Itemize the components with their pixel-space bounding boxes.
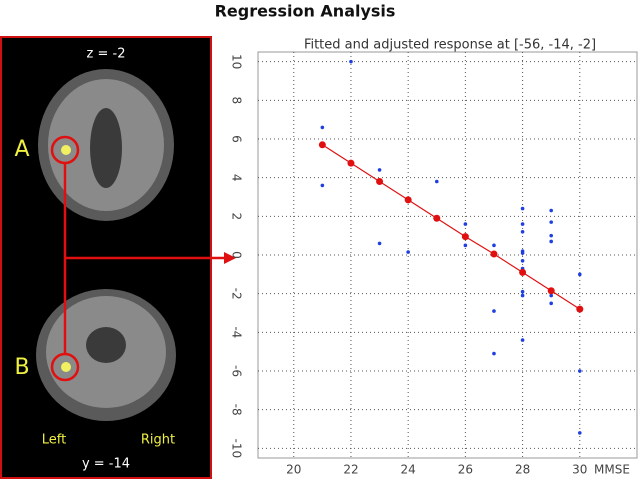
brain-panel: z = -2 A B Left Right y = -14 [0, 36, 236, 479]
data-point [406, 250, 410, 254]
y-tick-label: -10 [230, 439, 244, 459]
data-point [549, 239, 553, 244]
data-point [492, 309, 496, 313]
x-tick-label: 20 [286, 463, 301, 477]
coronal-label: y = -14 [82, 457, 130, 472]
y-tick-label: -6 [230, 365, 244, 377]
coronal-ventricle [86, 327, 126, 363]
fit-line [322, 144, 581, 310]
fit-point [576, 305, 584, 313]
axial-ventricle [90, 108, 122, 188]
fit-point [433, 214, 441, 222]
right-label: Right [141, 433, 175, 448]
data-point [520, 251, 525, 255]
data-point [320, 183, 325, 188]
data-point [520, 338, 525, 342]
y-tick-label: 10 [230, 54, 244, 69]
left-label: Left [42, 433, 66, 448]
activation-blob [61, 145, 71, 155]
data-point [520, 206, 525, 211]
data-point [492, 243, 496, 248]
activation-blob [61, 362, 71, 372]
fit-point [547, 287, 555, 295]
chart-title: Fitted and adjusted response at [-56, -1… [304, 38, 596, 53]
x-axis-label: MMSE [594, 463, 630, 477]
data-point [492, 351, 496, 356]
marker-a: A [14, 137, 29, 162]
data-point [577, 431, 582, 435]
data-point [549, 301, 553, 306]
y-tick-label: 4 [230, 174, 244, 182]
data-point [577, 369, 582, 373]
fit-point [490, 250, 498, 258]
data-point [434, 179, 439, 184]
x-tick-label: 28 [515, 463, 530, 477]
marker-b: B [14, 355, 29, 380]
data-point [549, 220, 553, 224]
axial-label: z = -2 [87, 47, 126, 62]
data-point [320, 125, 325, 130]
data-point [577, 272, 582, 277]
y-tick-label: -2 [230, 288, 244, 300]
figure-title: Regression Analysis [215, 2, 396, 21]
data-point [520, 259, 525, 263]
data-point [520, 230, 525, 234]
data-point [520, 293, 525, 298]
y-tick-label: 2 [230, 213, 244, 221]
fit-point [347, 159, 355, 167]
y-tick-label: 0 [230, 251, 244, 259]
arrow-head [224, 252, 236, 264]
data-point [549, 293, 553, 298]
data-point [377, 168, 382, 172]
x-tick-label: 30 [572, 463, 587, 477]
y-tick-label: -8 [230, 404, 244, 416]
x-tick-label: 24 [401, 463, 416, 477]
x-tick-label: 22 [343, 463, 358, 477]
plot-area [257, 51, 638, 459]
y-tick-label: 6 [230, 135, 244, 143]
data-point [549, 208, 553, 213]
y-tick-label: 8 [230, 97, 244, 105]
fit-point [404, 196, 412, 204]
fit-point [519, 268, 527, 276]
data-point [549, 233, 553, 238]
y-tick-label: -4 [230, 326, 244, 338]
data-point [520, 289, 525, 294]
data-point [463, 243, 468, 248]
data-point [349, 59, 353, 64]
data-point [520, 222, 525, 226]
fit-point [318, 141, 326, 149]
fit-point [461, 233, 469, 241]
x-tick-label: 26 [458, 463, 473, 477]
data-point [377, 241, 382, 246]
fit-point [376, 178, 384, 186]
data-point [463, 222, 468, 226]
